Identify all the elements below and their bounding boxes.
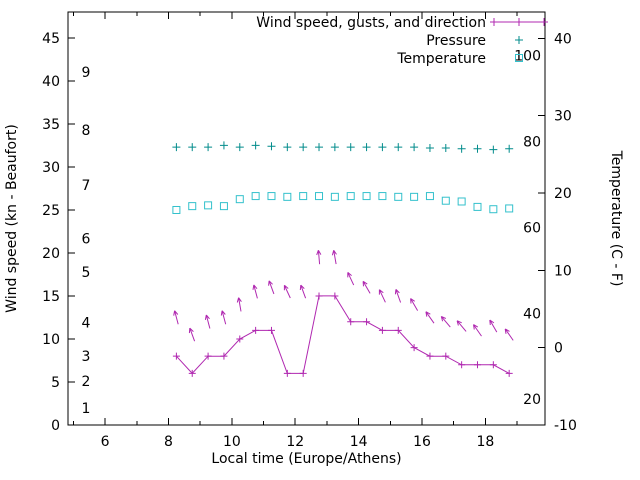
temperature-series: [172, 192, 514, 214]
tick-label: 100: [514, 48, 541, 64]
tick-label: 10: [223, 434, 241, 450]
tick-label: 4: [82, 316, 91, 332]
tick-label: 80: [523, 134, 541, 150]
wind-series: [172, 292, 513, 377]
tick-label: 5: [82, 265, 91, 281]
tick-label: 25: [42, 203, 60, 219]
tick-label: 10: [42, 332, 60, 348]
y-axis-left-label: Wind speed (kn - Beaufort): [4, 124, 20, 313]
tick-label: 6: [101, 434, 110, 450]
legend-label-temperature: Temperature: [396, 51, 486, 67]
tick-label: 40: [523, 306, 541, 322]
tick-label: 30: [554, 109, 572, 125]
tick-label: 15: [42, 289, 60, 305]
fahrenheit-tick-labels: 20 40 60 80 100: [514, 48, 541, 408]
tick-label: 12: [286, 434, 304, 450]
tick-label: 14: [350, 434, 368, 450]
tick-label: 45: [42, 31, 60, 47]
tick-label: 20: [554, 186, 572, 202]
tick-label: 0: [51, 418, 60, 434]
tick-label: 7: [82, 178, 91, 194]
wind-direction-arrows: [173, 249, 514, 342]
tick-label: 8: [164, 434, 173, 450]
axes: [67, 11, 546, 426]
tick-label: 16: [413, 434, 431, 450]
tick-label: 3: [82, 349, 91, 365]
legend-label-wind: Wind speed, gusts, and direction: [256, 15, 486, 31]
x-axis-label: Local time (Europe/Athens): [211, 451, 401, 467]
tick-label: 60: [523, 220, 541, 236]
legend: Wind speed, gusts, and direction Pressure…: [256, 15, 548, 67]
tick-label: 0: [554, 341, 563, 357]
tick-label: 5: [51, 375, 60, 391]
legend-label-pressure: Pressure: [426, 33, 486, 49]
tick-label: -10: [554, 418, 577, 434]
tick-label: 10: [554, 263, 572, 279]
x-axis-tick-labels: 6 8 10 12 14 16 18: [101, 434, 495, 450]
beaufort-tick-labels: 1 2 3 4 5 6 7 8 9: [82, 65, 91, 417]
tick-label: 2: [82, 374, 91, 390]
tick-label: 18: [477, 434, 495, 450]
tick-label: 40: [554, 31, 572, 47]
tick-label: 9: [82, 65, 91, 81]
tick-label: 20: [523, 392, 541, 408]
tick-label: 40: [42, 74, 60, 90]
y-axis-right-tick-labels: -10 0 10 20 30 40: [554, 31, 577, 434]
tick-label: 1: [82, 401, 91, 417]
tick-label: 35: [42, 117, 60, 133]
tick-label: 6: [82, 231, 91, 247]
pressure-series: [172, 141, 514, 154]
tick-label: 8: [82, 123, 91, 139]
tick-label: 30: [42, 160, 60, 176]
y-axis-right-label: Temperature (C - F): [608, 150, 624, 287]
y-axis-left-tick-labels: 0 5 10 15 20 25 30 35 40 45: [42, 31, 60, 434]
tick-label: 20: [42, 246, 60, 262]
